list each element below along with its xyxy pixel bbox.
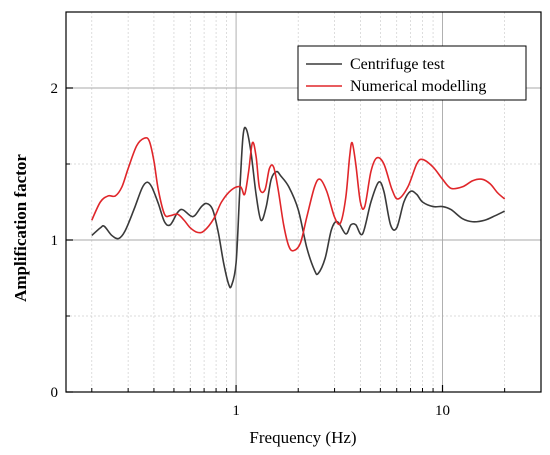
x-tick-label: 1 [232,403,240,419]
y-axis-title: Amplification factor [11,154,30,302]
legend-label-numerical-modelling: Numerical modelling [350,78,486,95]
grid [66,12,541,392]
legend: Centrifuge test Numerical modelling [297,45,527,101]
y-tick-label: 0 [51,385,59,401]
y-tick-label: 1 [51,233,59,249]
axis-ticks: 1 10 0 1 2 [51,81,506,419]
legend-box [297,45,527,101]
series-line-numerical-modelling [91,136,506,252]
series-line-centrifuge-test [91,126,505,289]
y-tick-label: 2 [51,81,59,97]
legend-label-centrifuge-test: Centrifuge test [350,56,445,73]
x-tick-label: 10 [435,403,450,419]
x-axis-title: Frequency (Hz) [249,428,356,447]
plot-frame [65,11,542,393]
series-lines [91,126,506,289]
